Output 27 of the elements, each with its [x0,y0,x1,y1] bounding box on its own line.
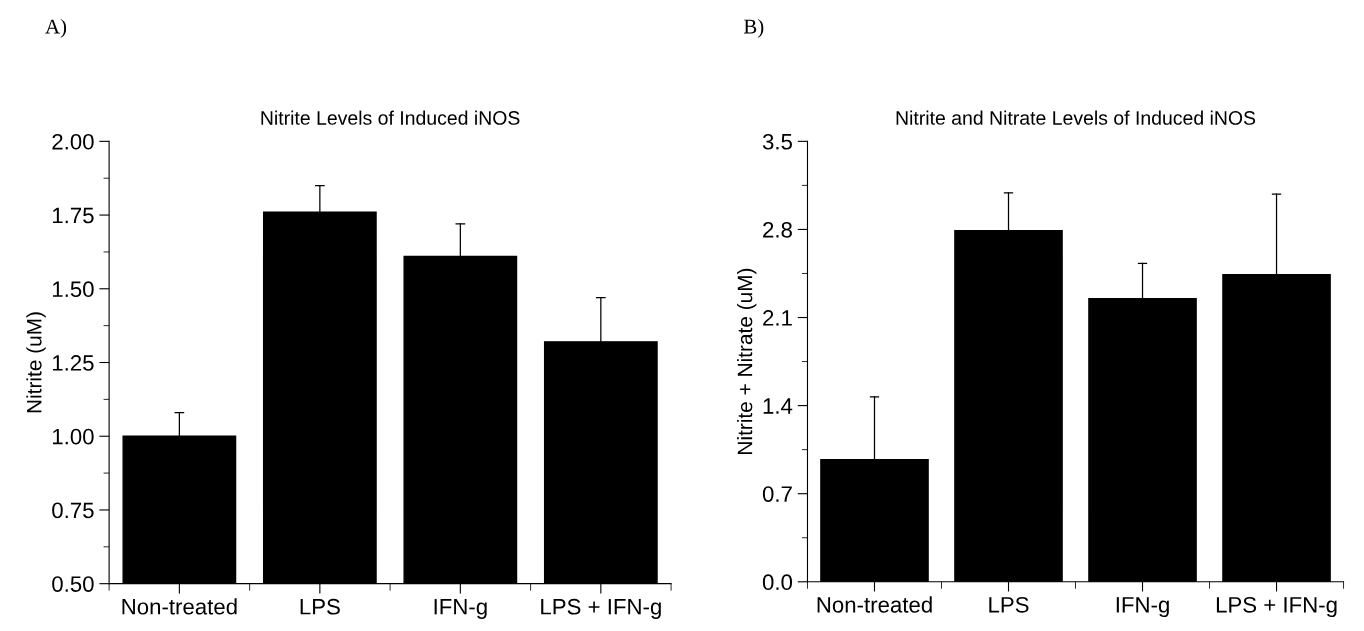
y-tick-label: 0.50 [52,576,94,592]
x-tick-label: LPS + IFN-g [541,598,661,619]
y-tick-label: 0.75 [52,502,94,519]
y-tick-label: 1.75 [52,207,94,224]
y-tick-label: 1.00 [52,428,94,445]
y-tick-label: 1.50 [52,281,94,298]
x-tick-label: LPS + IFN-g [1216,596,1337,618]
text: A) [45,18,67,38]
y-axis-title: Nitrite + Nitrate (uM) [737,268,757,454]
y-tick-label: 2.8 [763,221,792,238]
x-tick-label: LPS [300,598,340,615]
y-tick-label: 0.0 [762,574,793,591]
x-tick-label: LPS [989,596,1029,613]
x-tick-label: Non-treated [122,598,237,615]
y-tick-label: 1.4 [763,398,793,414]
y-tick-label: 2.1 [763,310,792,326]
x-tick-label: IFN-g [1116,597,1169,618]
y-tick-label: 2.00 [52,133,94,150]
text: B) [743,18,764,38]
x-tick-label: IFN-g [434,599,487,619]
chart-title: Nitrite Levels of Induced iNOS [261,110,520,125]
x-tick-label: Non-treated [817,596,932,613]
chart-title: Nitrite and Nitrate Levels of Induced iNOS [896,110,1256,125]
y-tick-label: 1.25 [52,355,94,371]
y-axis-title: Nitrite (uM) [26,312,46,413]
y-tick-label: 3.5 [762,133,792,150]
y-tick-label: 0.7 [762,486,792,502]
